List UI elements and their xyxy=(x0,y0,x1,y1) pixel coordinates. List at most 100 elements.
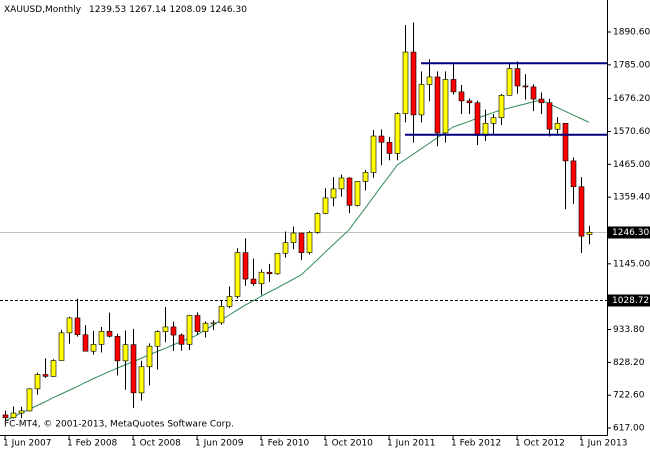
candle-body xyxy=(562,122,569,162)
y-tick-label: 828.20 xyxy=(613,358,645,368)
candle-body xyxy=(442,79,449,134)
candle-body xyxy=(218,306,225,324)
candle-body xyxy=(50,360,57,377)
candle-body xyxy=(546,102,553,130)
candle-body xyxy=(202,322,209,332)
moving-average xyxy=(4,99,590,422)
candle-body xyxy=(490,117,497,124)
candle-body xyxy=(386,141,393,154)
candle-body xyxy=(314,213,321,233)
x-tick-label: 1 Oct 2010 xyxy=(323,439,373,449)
last-low: 1208.09 xyxy=(169,5,206,15)
chart-title: XAUUSD,Monthly 1239.53 1267.14 1208.09 1246.… xyxy=(4,5,247,15)
y-tick-label: 617.00 xyxy=(613,424,645,434)
candle-body xyxy=(346,177,353,206)
candle-body xyxy=(530,86,537,100)
candle-body xyxy=(290,232,297,243)
candle-body xyxy=(450,79,457,93)
candle-body xyxy=(226,296,233,307)
candle-body xyxy=(106,331,113,337)
candle-body xyxy=(234,252,241,297)
candle-body xyxy=(18,410,25,414)
copyright: FC-MT4, © 2001-2013, MetaQuotes Software… xyxy=(4,420,234,430)
candle-body xyxy=(418,84,425,116)
candle-body xyxy=(586,232,593,235)
candle-body xyxy=(522,85,529,88)
candle-body xyxy=(514,68,521,87)
y-tick-label: 1890.60 xyxy=(613,27,650,37)
candle-body xyxy=(538,98,545,104)
candle-body xyxy=(178,334,185,345)
candle-body xyxy=(370,135,377,173)
candle-body xyxy=(154,331,161,347)
candle-body xyxy=(42,374,49,377)
candle-body xyxy=(66,317,73,334)
candle-body xyxy=(210,322,217,325)
last-open: 1239.53 xyxy=(89,5,126,15)
candle-body xyxy=(282,242,289,254)
candle-body xyxy=(114,335,121,362)
candle-body xyxy=(402,51,409,114)
x-tick-label: 1 Jun 2007 xyxy=(3,439,51,449)
y-tick-label: 1785.00 xyxy=(613,60,650,70)
candle-body xyxy=(2,414,9,419)
y-tick-label: 722.60 xyxy=(613,391,645,401)
candle-body xyxy=(34,374,41,390)
candle-body xyxy=(138,366,145,394)
x-tick-label: 1 Jun 2011 xyxy=(387,439,435,449)
candle-body xyxy=(466,100,473,104)
candle-body xyxy=(394,113,401,154)
candle-body xyxy=(170,326,177,336)
candle-body xyxy=(194,315,201,332)
candle-body xyxy=(266,271,273,275)
candle-body xyxy=(554,122,561,130)
x-tick-label: 1 Jun 2009 xyxy=(195,439,244,449)
x-tick-label: 1 Oct 2012 xyxy=(515,439,565,449)
x-tick-label: 1 Feb 2010 xyxy=(259,439,310,449)
candle-body xyxy=(250,278,257,285)
candle-body xyxy=(434,76,441,134)
price-label-box xyxy=(608,226,650,239)
candle-body xyxy=(306,232,313,253)
x-tick-label: 1 Feb 2008 xyxy=(67,439,118,449)
candle-body xyxy=(130,344,137,394)
candle-body xyxy=(274,252,281,275)
candle-body xyxy=(354,181,361,206)
candle-body xyxy=(338,177,345,190)
candle-body xyxy=(426,76,433,85)
price-label: 1028.72 xyxy=(612,296,649,306)
price-label: 1246.30 xyxy=(612,228,649,238)
candle-body xyxy=(322,197,329,214)
x-tick-label: 1 Oct 2008 xyxy=(131,439,181,449)
candle-body xyxy=(258,271,265,285)
y-tick-label: 1359.40 xyxy=(613,193,650,203)
candle-body xyxy=(82,334,89,352)
candle-body xyxy=(578,186,585,237)
x-tick-label: 1 Feb 2012 xyxy=(451,439,501,449)
candle-body xyxy=(26,388,33,412)
candle-body xyxy=(482,122,489,136)
candle-body xyxy=(58,332,65,361)
candle-body xyxy=(498,95,505,118)
x-tick-label: 1 Jun 2013 xyxy=(579,439,627,449)
candle-body xyxy=(298,232,305,253)
candle-body xyxy=(242,252,249,280)
candle-body xyxy=(506,68,513,96)
last-high: 1267.14 xyxy=(129,5,166,15)
last-close: 1246.30 xyxy=(210,5,247,15)
candle-body xyxy=(570,160,577,188)
candle-body xyxy=(162,326,169,332)
candle-body xyxy=(186,315,193,345)
candle-body xyxy=(458,91,465,102)
candle-body xyxy=(146,345,153,368)
candle-body xyxy=(74,317,81,336)
candle-body xyxy=(362,172,369,182)
candle-body xyxy=(474,102,481,136)
y-tick-label: 1465.00 xyxy=(613,160,650,170)
y-tick-label: 933.80 xyxy=(613,325,645,335)
candle-body xyxy=(122,344,129,362)
candle-body xyxy=(330,188,337,199)
y-tick-label: 1145.00 xyxy=(613,259,650,269)
